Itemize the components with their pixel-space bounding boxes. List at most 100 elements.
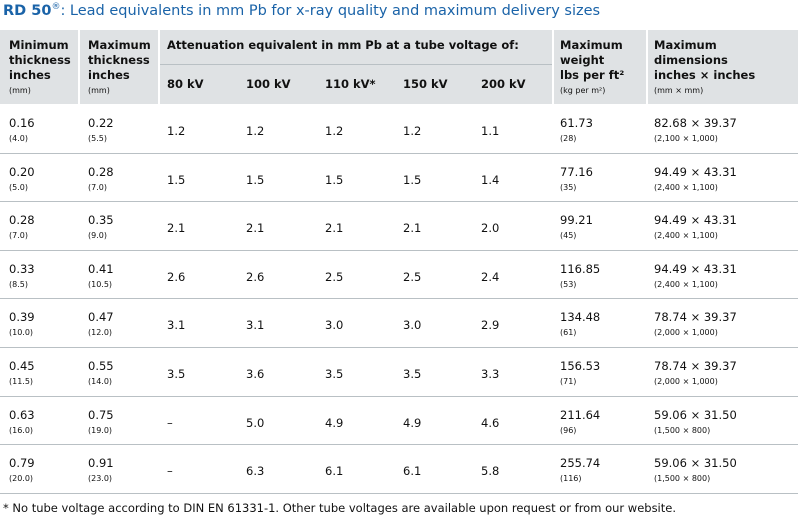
max-weight-lbs: 134.48: [560, 310, 601, 324]
max-dimensions-inches: 78.74 × 39.37: [654, 359, 737, 373]
min-thickness-inches: 0.63: [9, 408, 35, 422]
attenuation-value: 5.0: [246, 416, 265, 430]
max-weight-lbs: 255.74: [560, 456, 601, 470]
attenuation-value: 2.4: [481, 270, 500, 284]
attenuation-value: 6.3: [246, 464, 265, 478]
attenuation-value: 2.1: [167, 221, 186, 235]
max-dimensions-inches: 94.49 × 43.31: [654, 213, 737, 227]
max-dimensions-mm: (2,400 × 1,100): [654, 280, 718, 289]
attenuation-value: 3.0: [403, 318, 422, 332]
max-weight-kg: (28): [560, 134, 577, 143]
attenuation-value: 1.2: [325, 124, 344, 138]
attenuation-value: 2.9: [481, 318, 500, 332]
min-thickness-inches: 0.16: [9, 116, 35, 130]
attenuation-value: 5.8: [481, 464, 500, 478]
max-weight-lbs: 116.85: [560, 262, 601, 276]
max-dimensions-inches: 78.74 × 39.37: [654, 310, 737, 324]
max-thickness-inches: 0.75: [88, 408, 114, 422]
min-thickness-mm: (20.0): [9, 474, 34, 483]
max-weight-kg: (61): [560, 328, 577, 337]
attenuation-value: 2.6: [246, 270, 265, 284]
header-max-dimensions: Maximum dimensions inches × inches (mm × m…: [654, 38, 756, 95]
max-dimensions-inches: 59.06 × 31.50: [654, 456, 737, 470]
attenuation-value: –: [167, 416, 173, 430]
min-thickness-mm: (7.0): [9, 231, 28, 240]
attenuation-value: 1.4: [481, 173, 500, 187]
max-thickness-mm: (10.5): [88, 280, 113, 289]
max-thickness-inches: 0.47: [88, 310, 114, 324]
max-dimensions-mm: (2,400 × 1,100): [654, 183, 718, 192]
attenuation-value: 1.5: [403, 173, 422, 187]
max-weight-lbs: 77.16: [560, 165, 593, 179]
header-voltage-150: 150 kV: [403, 77, 448, 91]
row-divider: [0, 444, 798, 445]
max-dimensions-mm: (2,100 × 1,000): [654, 134, 718, 143]
attenuation-value: 1.5: [246, 173, 265, 187]
max-dimensions-mm: (1,500 × 800): [654, 474, 711, 483]
min-thickness-mm: (10.0): [9, 328, 34, 337]
attenuation-value: 1.5: [325, 173, 344, 187]
attenuation-value: 1.1: [481, 124, 500, 138]
header-voltage-100: 100 kV: [246, 77, 291, 91]
row-divider: [0, 396, 798, 397]
max-thickness-inches: 0.35: [88, 213, 114, 227]
min-thickness-inches: 0.33: [9, 262, 35, 276]
max-dimensions-mm: (2,400 × 1,100): [654, 231, 718, 240]
row-divider: [0, 250, 798, 251]
attenuation-value: 1.2: [403, 124, 422, 138]
max-thickness-mm: (19.0): [88, 426, 113, 435]
attenuation-value: 6.1: [325, 464, 344, 478]
max-weight-lbs: 156.53: [560, 359, 601, 373]
max-weight-kg: (116): [560, 474, 582, 483]
header-max-weight: Maximum weight lbs per ft² (kg per m²): [560, 38, 625, 95]
header-voltage-200: 200 kV: [481, 77, 526, 91]
max-thickness-inches: 0.41: [88, 262, 114, 276]
min-thickness-inches: 0.39: [9, 310, 35, 324]
attenuation-value: 2.5: [403, 270, 422, 284]
max-dimensions-inches: 59.06 × 31.50: [654, 408, 737, 422]
attenuation-value: 6.1: [403, 464, 422, 478]
max-thickness-inches: 0.22: [88, 116, 114, 130]
max-thickness-mm: (23.0): [88, 474, 113, 483]
min-thickness-inches: 0.45: [9, 359, 35, 373]
attenuation-value: 2.1: [325, 221, 344, 235]
attenuation-value: 2.6: [167, 270, 186, 284]
attenuation-value: 2.1: [246, 221, 265, 235]
max-weight-lbs: 99.21: [560, 213, 593, 227]
header-max-thickness: Maximum thickness inches (mm): [88, 38, 151, 95]
max-dimensions-mm: (2,000 × 1,000): [654, 328, 718, 337]
max-dimensions-mm: (2,000 × 1,000): [654, 377, 718, 386]
header-voltage-110: 110 kV*: [325, 77, 376, 91]
max-dimensions-mm: (1,500 × 800): [654, 426, 711, 435]
header-divider: [160, 64, 552, 65]
max-weight-kg: (71): [560, 377, 577, 386]
max-weight-kg: (96): [560, 426, 577, 435]
min-thickness-mm: (4.0): [9, 134, 28, 143]
attenuation-value: 3.1: [246, 318, 265, 332]
column-divider: [78, 30, 80, 104]
max-weight-kg: (45): [560, 231, 577, 240]
attenuation-value: 2.1: [403, 221, 422, 235]
max-thickness-inches: 0.91: [88, 456, 114, 470]
min-thickness-mm: (8.5): [9, 280, 28, 289]
header-min-thickness: Minimum thickness inches (mm): [9, 38, 71, 95]
max-thickness-mm: (12.0): [88, 328, 113, 337]
row-divider: [0, 201, 798, 202]
attenuation-value: 1.2: [167, 124, 186, 138]
attenuation-value: 1.2: [246, 124, 265, 138]
attenuation-value: 4.9: [403, 416, 422, 430]
max-thickness-mm: (14.0): [88, 377, 113, 386]
attenuation-value: 3.5: [403, 367, 422, 381]
max-thickness-mm: (9.0): [88, 231, 107, 240]
header-attenuation: Attenuation equivalent in mm Pb at a tub…: [167, 38, 519, 52]
column-divider: [552, 30, 554, 104]
min-thickness-inches: 0.79: [9, 456, 35, 470]
row-divider: [0, 347, 798, 348]
column-divider: [646, 30, 648, 104]
min-thickness-inches: 0.20: [9, 165, 35, 179]
max-thickness-mm: (5.5): [88, 134, 107, 143]
max-weight-kg: (53): [560, 280, 577, 289]
attenuation-value: 4.6: [481, 416, 500, 430]
attenuation-value: 3.5: [325, 367, 344, 381]
max-thickness-inches: 0.28: [88, 165, 114, 179]
